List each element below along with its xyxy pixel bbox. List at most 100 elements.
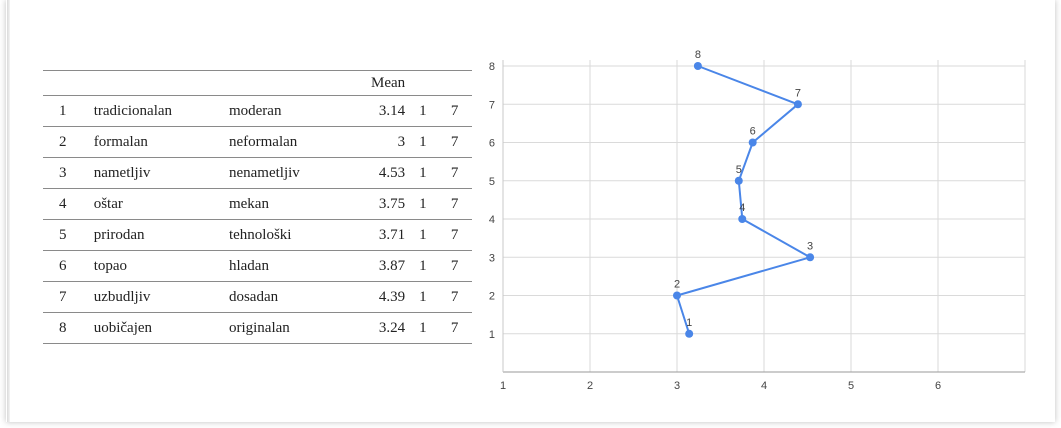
cell-min: 1	[419, 188, 451, 220]
y-tick-label: 8	[489, 61, 495, 73]
cell-index: 1	[43, 95, 94, 127]
cell-right-pole: moderan	[228, 95, 341, 127]
cell-mean: 3.14	[340, 95, 420, 127]
chart-axes: 1 2 3 4 5 6 7 8 1 2 3 4 5 6	[489, 60, 1025, 392]
cell-left-pole: tradicionalan	[93, 95, 229, 127]
cell-max: 7	[450, 312, 472, 344]
cell-left-pole: nametljiv	[93, 157, 229, 189]
cell-right-pole: neformalan	[228, 126, 341, 158]
cell-right-pole: dosadan	[228, 281, 341, 313]
y-tick-label: 7	[489, 99, 495, 111]
cell-max: 7	[450, 188, 472, 220]
cell-mean: 3.71	[340, 219, 420, 251]
cell-min: 1	[419, 157, 451, 189]
header-index	[43, 70, 94, 96]
table-row: 4 oštar mekan 3.75 1 7	[43, 188, 472, 220]
y-tick-label: 5	[489, 176, 495, 188]
chart-points	[673, 62, 815, 338]
cell-index: 6	[43, 250, 94, 282]
table-row: 3 nametljiv nenametljiv 4.53 1 7	[43, 157, 472, 189]
cell-right-pole: tehnološki	[228, 219, 341, 251]
table-body: 1 tradicionalan moderan 3.14 1 7 2 formalan nefo…	[43, 95, 472, 344]
y-tick-label: 6	[489, 138, 495, 150]
page-left-edge	[7, 0, 10, 422]
cell-left-pole: topao	[93, 250, 229, 282]
cell-mean: 4.39	[340, 281, 420, 313]
cell-index: 7	[43, 281, 94, 313]
data-label: 1	[686, 317, 692, 329]
x-tick-label: 4	[761, 380, 767, 392]
semantic-differential-table: Mean 1 tradicionalan moderan 3.14 1 7 2 formala…	[43, 70, 472, 344]
cell-left-pole: uzbudljiv	[93, 281, 229, 313]
cell-mean: 3.87	[340, 250, 420, 282]
table-row: 7 uzbudljiv dosadan 4.39 1 7	[43, 281, 472, 313]
cell-right-pole: nenametljiv	[228, 157, 341, 189]
header-min	[419, 70, 451, 96]
cell-right-pole: mekan	[228, 188, 341, 220]
data-label: 2	[674, 279, 680, 291]
y-tick-label: 1	[489, 329, 495, 341]
cell-index: 2	[43, 126, 94, 158]
cell-mean: 4.53	[340, 157, 420, 189]
cell-index: 3	[43, 157, 94, 189]
cell-left-pole: uobičajen	[93, 312, 229, 344]
cell-max: 7	[450, 219, 472, 251]
table-row: 1 tradicionalan moderan 3.14 1 7	[43, 95, 472, 127]
cell-min: 1	[419, 95, 451, 127]
table-header-row: Mean	[43, 70, 472, 96]
y-tick-label: 2	[489, 291, 495, 303]
cell-min: 1	[419, 281, 451, 313]
data-point	[748, 138, 757, 147]
y-tick-label: 3	[489, 252, 495, 264]
data-label: 8	[695, 49, 701, 61]
cell-mean: 3	[340, 126, 420, 158]
header-mean: Mean	[340, 70, 420, 96]
x-tick-label: 5	[848, 380, 854, 392]
data-point	[693, 62, 702, 70]
x-tick-label: 6	[935, 380, 941, 392]
data-label: 3	[807, 240, 813, 252]
chart-grid	[502, 60, 1026, 372]
data-label: 7	[795, 87, 801, 99]
cell-index: 8	[43, 312, 94, 344]
data-label: 6	[750, 126, 756, 138]
table-row: 5 prirodan tehnološki 3.71 1 7	[43, 219, 472, 251]
header-max	[450, 70, 472, 96]
table-row: 8 uobičajen originalan 3.24 1 7	[43, 312, 472, 344]
cell-min: 1	[419, 250, 451, 282]
cell-mean: 3.24	[340, 312, 420, 344]
cell-min: 1	[419, 312, 451, 344]
cell-max: 7	[450, 95, 472, 127]
x-tick-label: 3	[674, 380, 680, 392]
data-point	[673, 291, 681, 300]
cell-index: 5	[43, 219, 94, 251]
data-point	[685, 329, 694, 338]
data-point	[793, 100, 802, 109]
mean-line-chart: 1 2 3 4 5 6 7 8 1 2 3 4 5 6 1 2 3 4 5 6 7 8	[489, 49, 1026, 392]
cell-left-pole: formalan	[93, 126, 229, 158]
cell-min: 1	[419, 126, 451, 158]
cell-right-pole: hladan	[228, 250, 341, 282]
header-right-pole	[228, 70, 341, 96]
chart-data-labels: 1 2 3 4 5 6 7 8	[674, 49, 813, 329]
data-point	[738, 215, 747, 223]
chart-series	[676, 65, 812, 335]
cell-max: 7	[450, 250, 472, 282]
cell-index: 4	[43, 188, 94, 220]
data-label: 5	[736, 164, 742, 176]
table-row: 2 formalan neformalan 3 1 7	[43, 126, 472, 158]
cell-max: 7	[450, 126, 472, 158]
data-label: 4	[739, 202, 745, 214]
cell-max: 7	[450, 157, 472, 189]
cell-right-pole: originalan	[228, 312, 341, 344]
cell-mean: 3.75	[340, 188, 420, 220]
data-point	[734, 176, 743, 185]
x-tick-label: 2	[587, 380, 593, 392]
table-row: 6 topao hladan 3.87 1 7	[43, 250, 472, 282]
x-tick-label: 1	[500, 380, 506, 392]
cell-left-pole: oštar	[93, 188, 229, 220]
y-tick-label: 4	[489, 214, 495, 226]
header-left-pole	[93, 70, 229, 96]
cell-max: 7	[450, 281, 472, 313]
data-point	[806, 253, 815, 262]
